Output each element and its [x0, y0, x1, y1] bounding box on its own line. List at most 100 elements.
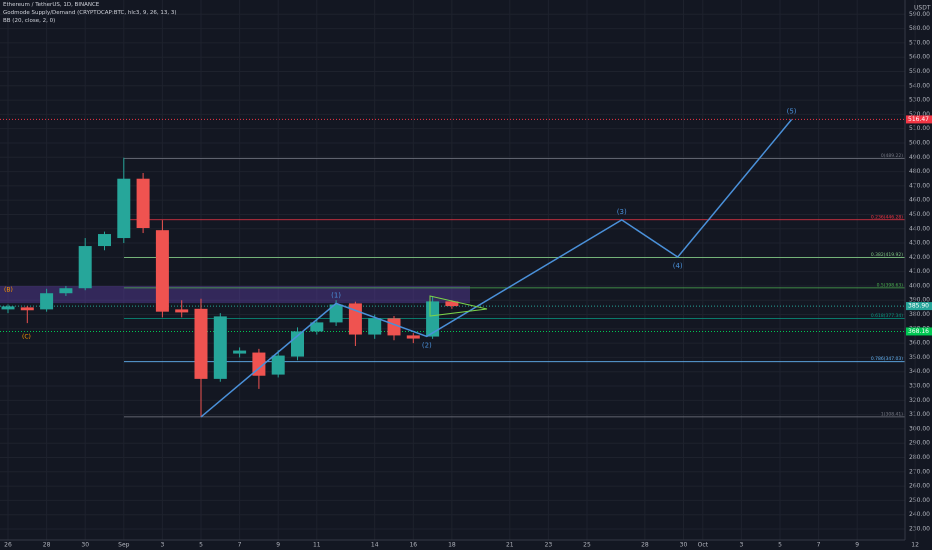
y-tick-label: 340.00	[909, 368, 930, 375]
candle-body	[40, 293, 54, 310]
y-tick-label: 540.00	[909, 82, 930, 89]
wave-label: (5)	[787, 108, 797, 116]
annotation: (C)	[22, 334, 31, 341]
supply-demand-zone	[0, 285, 470, 304]
x-tick-label: 3	[739, 542, 743, 549]
candle-body	[271, 355, 285, 375]
candle-body	[78, 246, 92, 289]
y-tick-label: 460.00	[909, 197, 930, 204]
indicator-label: Godmode Supply/Demand (CRYPTOCAP:BTC, hl…	[3, 10, 177, 16]
x-tick-label: 12	[911, 542, 919, 549]
candle-body	[368, 318, 382, 335]
fib-label: 0.618(377.34)	[871, 313, 903, 319]
x-tick-label: Oct	[698, 542, 709, 549]
price-tag-label: 368.16	[908, 328, 929, 335]
wave-label: (3)	[617, 208, 627, 216]
y-tick-label: 410.00	[909, 268, 930, 275]
y-tick-label: 390.00	[909, 297, 930, 304]
fib-label: 0(489.22)	[881, 153, 903, 159]
y-tick-label: 400.00	[909, 282, 930, 289]
fib-label: 1(308.41)	[881, 411, 903, 417]
y-tick-label: 530.00	[909, 97, 930, 104]
x-tick-label: 9	[276, 542, 280, 549]
triangle-drawing	[429, 295, 488, 317]
y-tick-label: 250.00	[909, 497, 930, 504]
y-tick-label: 450.00	[909, 211, 930, 218]
y-tick-label: 480.00	[909, 168, 930, 175]
candle-body	[194, 308, 208, 379]
y-tick-label: 570.00	[909, 39, 930, 46]
y-tick-label: 260.00	[909, 483, 930, 490]
candle-body	[233, 350, 247, 354]
y-tick-label: 520.00	[909, 111, 930, 118]
candle-body	[136, 178, 150, 229]
y-tick-label: 270.00	[909, 468, 930, 475]
candle-body	[175, 309, 189, 313]
x-tick-label: 28	[641, 542, 649, 549]
wave-label: (4)	[673, 262, 683, 270]
price-tag	[906, 327, 932, 336]
y-tick-label: 510.00	[909, 125, 930, 132]
y-tick-label: 500.00	[909, 139, 930, 146]
y-tick-label: 310.00	[909, 411, 930, 418]
y-tick-label: 360.00	[909, 340, 930, 347]
candle-body	[329, 304, 343, 323]
y-tick-label: 320.00	[909, 397, 930, 404]
candle-body	[1, 306, 15, 310]
x-tick-label: 14	[371, 542, 379, 549]
y-tick-label: 230.00	[909, 525, 930, 532]
indicator-label: BB (20, close, 2, 0)	[3, 18, 55, 24]
x-tick-label: 16	[409, 542, 417, 549]
candle-body	[310, 322, 324, 332]
x-tick-label: 7	[238, 542, 242, 549]
candle-body	[20, 307, 34, 311]
x-tick-label: 25	[583, 542, 591, 549]
fib-label: 0.5(398.63)	[877, 282, 904, 288]
y-tick-label: 420.00	[909, 254, 930, 261]
wave-label: (1)	[331, 291, 341, 299]
candle-body	[117, 178, 131, 239]
x-tick-label: 26	[4, 542, 12, 549]
candle-body	[406, 335, 420, 339]
y-tick-label: 240.00	[909, 511, 930, 518]
y-tick-label: 330.00	[909, 383, 930, 390]
y-tick-label: 590.00	[909, 11, 930, 18]
x-tick-label: 23	[545, 542, 553, 549]
y-tick-label: 350.00	[909, 354, 930, 361]
x-tick-label: 18	[448, 542, 456, 549]
y-tick-label: 560.00	[909, 54, 930, 61]
candle-body	[426, 301, 440, 337]
y-tick-label: 440.00	[909, 225, 930, 232]
y-tick-label: 470.00	[909, 182, 930, 189]
x-tick-label: 30	[680, 542, 688, 549]
candle-body	[155, 230, 169, 312]
chart-title: Ethereum / TetherUS, 1D, BINANCE	[3, 2, 100, 8]
candle-body	[98, 234, 111, 247]
y-tick-label: 300.00	[909, 425, 930, 432]
x-tick-label: 30	[81, 542, 89, 549]
x-tick-label: 5	[778, 542, 782, 549]
price-tag-label: 516.47	[908, 116, 929, 123]
x-tick-label: 3	[160, 542, 164, 549]
x-tick-label: 21	[506, 542, 514, 549]
y-tick-label: 380.00	[909, 311, 930, 318]
candle-body	[252, 352, 266, 376]
price-tag	[906, 302, 932, 311]
x-tick-label: 28	[43, 542, 51, 549]
fib-label: 0.382(419.92)	[871, 252, 903, 258]
y-tick-label: 580.00	[909, 25, 930, 32]
annotation: (B)	[4, 287, 13, 294]
wave-label: (2)	[422, 341, 432, 349]
y-tick-label: 280.00	[909, 454, 930, 461]
fib-label: 0.786(347.03)	[871, 356, 903, 362]
y-tick-label: 490.00	[909, 154, 930, 161]
currency-label: USDT	[914, 5, 931, 12]
y-tick-label: 290.00	[909, 440, 930, 447]
x-tick-label: Sep	[118, 542, 130, 549]
candle-body	[445, 301, 459, 307]
x-tick-label: 11	[313, 542, 321, 549]
x-tick-label: 9	[855, 542, 859, 549]
y-tick-label: 550.00	[909, 68, 930, 75]
